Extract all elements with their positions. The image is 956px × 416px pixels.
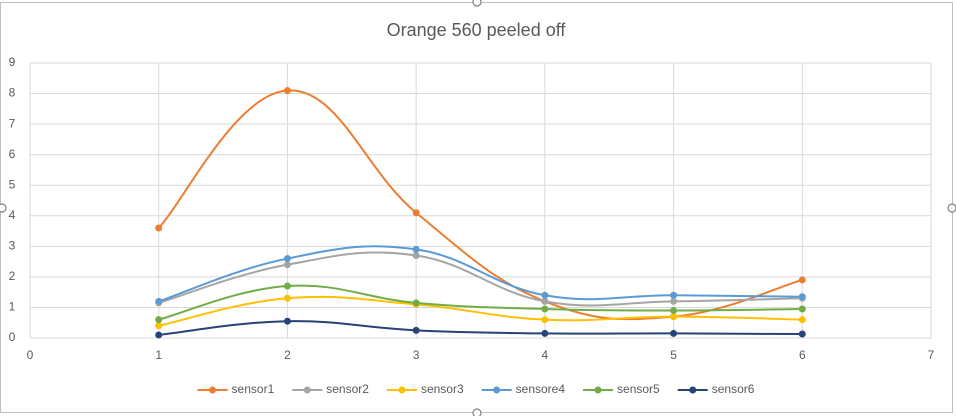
data-point	[798, 316, 806, 324]
legend-swatch-marker	[594, 386, 602, 394]
legend-item: sensor6	[677, 382, 755, 396]
y-tick-label: 0	[9, 330, 16, 344]
series-line	[158, 284, 803, 321]
data-point	[412, 326, 420, 334]
series-line	[158, 245, 803, 303]
data-point	[798, 305, 806, 313]
data-point	[283, 261, 291, 269]
data-point	[798, 293, 806, 301]
data-point	[412, 245, 420, 253]
series-line	[158, 295, 803, 327]
data-point	[670, 307, 678, 314]
data-point	[541, 316, 549, 324]
legend-item: sensor1	[197, 382, 275, 396]
x-tick-label: 3	[413, 348, 420, 362]
data-point	[798, 330, 806, 338]
y-tick-label: 3	[9, 239, 16, 253]
legend: sensor1 sensor2 sensor3 sensore4 sensor5 sens…	[197, 382, 755, 396]
legend-label: sensor2	[326, 382, 369, 396]
legend-item: sensor2	[292, 382, 369, 396]
y-tick-label: 6	[9, 147, 16, 161]
y-tick-label: 1	[9, 300, 16, 314]
data-point	[670, 313, 678, 321]
data-point	[541, 291, 549, 299]
data-point	[155, 331, 163, 339]
data-point	[541, 297, 549, 305]
y-tick-label: 9	[9, 55, 16, 69]
data-point	[283, 317, 291, 325]
legend-item: sensor3	[386, 382, 464, 396]
legend-label: sensor6	[712, 382, 755, 396]
y-tick-label: 7	[9, 116, 16, 130]
legend-label: sensor5	[617, 382, 660, 396]
legend-swatch-marker	[689, 386, 697, 394]
x-tick-label: 2	[284, 348, 291, 362]
legend-label: sensor3	[421, 382, 464, 396]
data-point	[283, 282, 291, 290]
data-point	[541, 305, 549, 313]
legend-item: sensor5	[583, 382, 660, 396]
x-tick-label: 0	[27, 348, 34, 362]
legend-label: sensore4	[516, 382, 566, 396]
data-point	[412, 252, 420, 259]
data-point	[541, 329, 549, 337]
data-point	[670, 297, 678, 305]
data-point	[283, 87, 291, 94]
data-point	[412, 209, 420, 217]
data-point	[798, 276, 806, 284]
y-tick-label: 5	[9, 177, 16, 191]
data-point	[155, 297, 163, 305]
x-tick-label: 4	[542, 348, 549, 362]
data-point	[155, 316, 163, 324]
legend-swatch-marker	[493, 386, 501, 394]
legend-swatch-marker	[303, 386, 311, 394]
legend-item: sensore4	[481, 382, 566, 396]
y-tick-label: 4	[9, 208, 16, 222]
series-line	[158, 251, 803, 307]
x-tick-label: 5	[670, 348, 677, 362]
x-tick-label: 7	[928, 348, 935, 362]
y-tick-label: 8	[9, 86, 16, 100]
data-point	[283, 255, 291, 263]
series-line	[158, 320, 803, 336]
data-point	[155, 224, 163, 232]
legend-swatch-marker	[209, 386, 217, 394]
data-point	[670, 291, 678, 299]
data-point	[155, 322, 163, 330]
legend-label: sensor1	[232, 382, 275, 396]
data-point	[670, 329, 678, 337]
legend-swatch-marker	[398, 386, 406, 394]
x-tick-label: 6	[799, 348, 806, 362]
y-tick-label: 2	[9, 269, 16, 283]
x-tick-label: 1	[155, 348, 162, 362]
data-point	[412, 299, 420, 307]
chart-title: Orange 560 peeled off	[387, 20, 567, 40]
data-point	[283, 294, 291, 302]
